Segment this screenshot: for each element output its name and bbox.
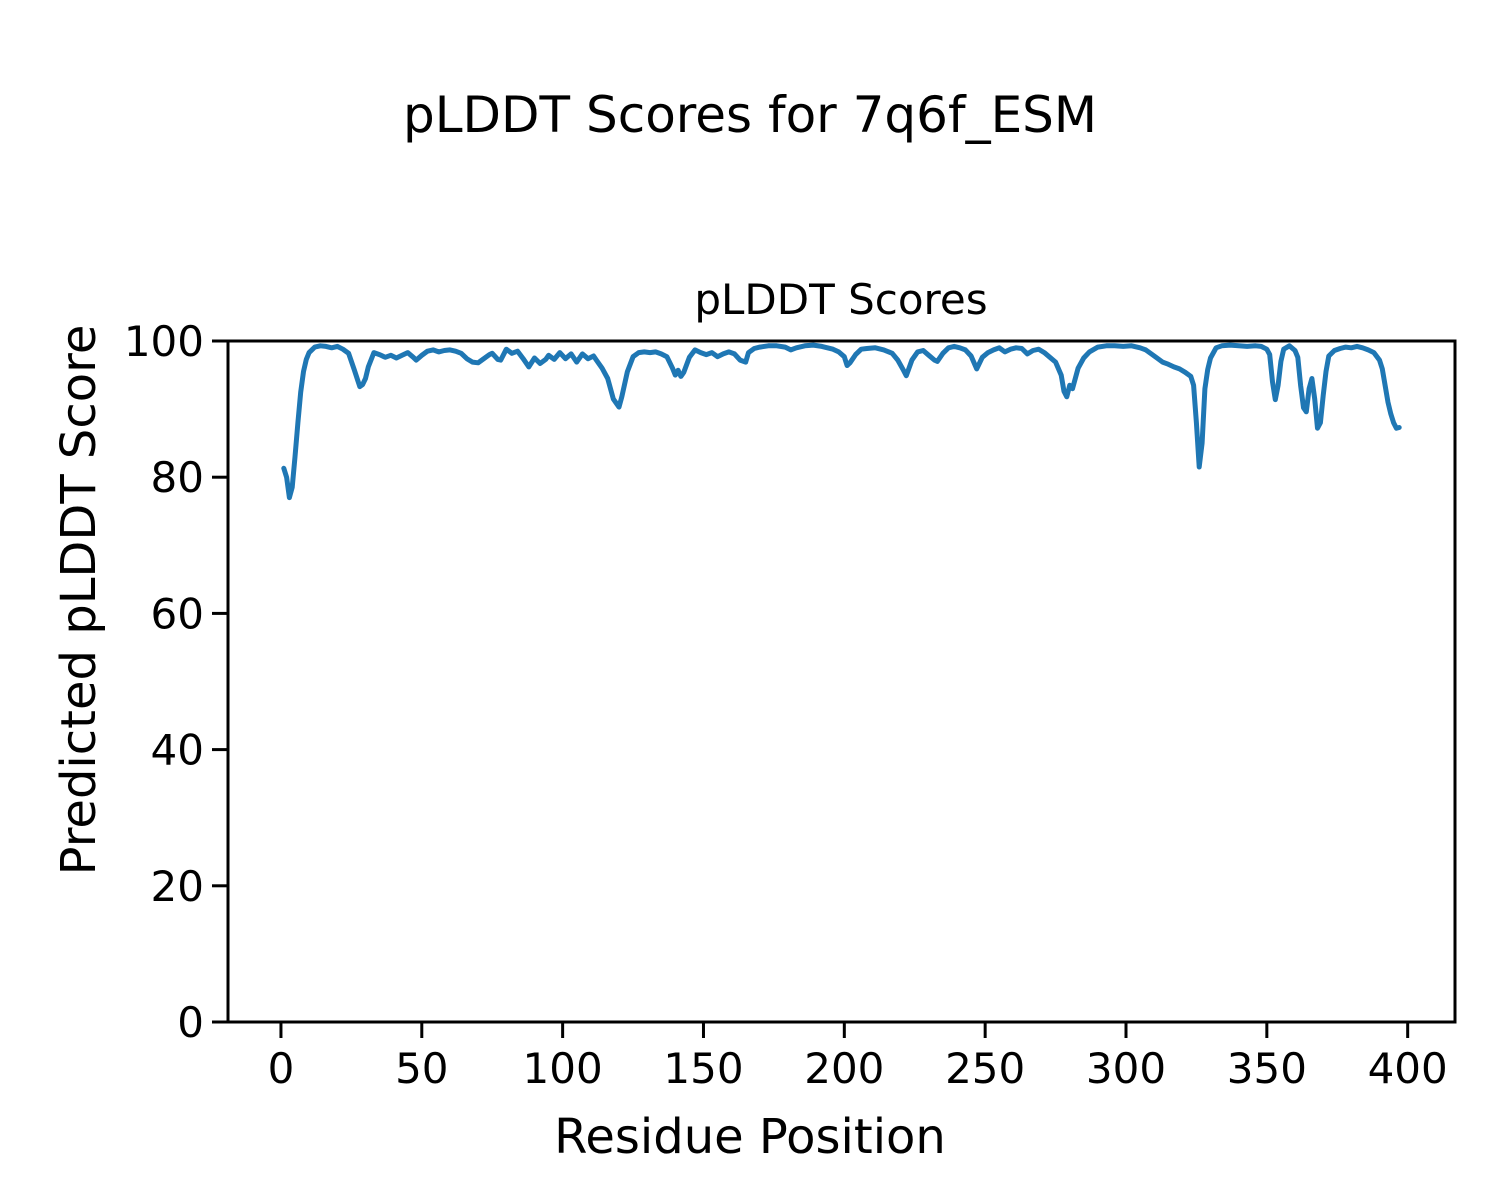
axes-title: pLDDT Scores (694, 275, 987, 324)
x-tick-label: 400 (1368, 1044, 1448, 1093)
x-tick-label: 250 (945, 1044, 1025, 1093)
plot-spines (226, 339, 1457, 1024)
y-tick-label: 0 (177, 998, 204, 1047)
x-tick-label: 350 (1227, 1044, 1307, 1093)
y-tick-label: 20 (151, 862, 204, 911)
y-tick-label: 40 (151, 726, 204, 775)
x-tick-label: 0 (268, 1044, 295, 1093)
plddt-line (281, 342, 1402, 501)
y-tick-label: 80 (151, 453, 204, 502)
y-tick-label: 60 (151, 589, 204, 638)
y-axis-label: Predicted pLDDT Score (51, 325, 107, 876)
x-axis-label: Residue Position (554, 1109, 946, 1165)
x-tick-label: 50 (395, 1044, 448, 1093)
x-tick-label: 200 (804, 1044, 884, 1093)
x-tick-label: 150 (663, 1044, 743, 1093)
axis-ticks (212, 339, 1410, 1038)
y-tick-label: 100 (124, 317, 204, 366)
x-tick-label: 100 (523, 1044, 603, 1093)
x-tick-label: 300 (1086, 1044, 1166, 1093)
figure-title: pLDDT Scores for 7q6f_ESM (403, 86, 1097, 144)
axis-tick-labels: 0 50 100 150 200 250 300 350 400 0 20 40 60 80 100 (124, 317, 1448, 1093)
